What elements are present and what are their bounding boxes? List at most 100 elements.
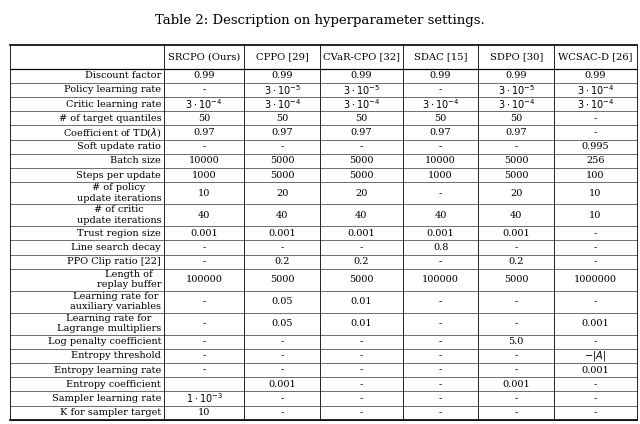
Text: 1000: 1000 xyxy=(428,170,453,180)
Text: 1000: 1000 xyxy=(192,170,216,180)
Text: 5000: 5000 xyxy=(349,170,374,180)
Text: -: - xyxy=(439,380,442,389)
Text: -: - xyxy=(202,142,205,151)
Text: CPPO [29]: CPPO [29] xyxy=(256,52,308,61)
Text: $3 \cdot 10^{-4}$: $3 \cdot 10^{-4}$ xyxy=(264,97,301,111)
Text: -: - xyxy=(202,257,205,266)
Text: -: - xyxy=(594,229,597,238)
Text: -: - xyxy=(439,337,442,346)
Text: $3 \cdot 10^{-4}$: $3 \cdot 10^{-4}$ xyxy=(343,97,380,111)
Text: 0.001: 0.001 xyxy=(582,319,609,328)
Text: 5000: 5000 xyxy=(504,156,529,165)
Text: 10: 10 xyxy=(198,189,211,198)
Text: 0.97: 0.97 xyxy=(271,128,293,137)
Text: Line search decay: Line search decay xyxy=(72,243,161,252)
Text: 0.01: 0.01 xyxy=(351,297,372,306)
Text: 100000: 100000 xyxy=(186,275,223,284)
Text: Soft update ratio: Soft update ratio xyxy=(77,142,161,151)
Text: SDPO [30]: SDPO [30] xyxy=(490,52,543,61)
Text: -: - xyxy=(202,319,205,328)
Text: 20: 20 xyxy=(355,189,367,198)
Text: -: - xyxy=(594,337,597,346)
Text: 5000: 5000 xyxy=(270,156,294,165)
Text: -: - xyxy=(594,257,597,266)
Text: Log penalty coefficient: Log penalty coefficient xyxy=(48,337,161,346)
Text: -: - xyxy=(360,380,363,389)
Text: 10000: 10000 xyxy=(189,156,220,165)
Text: WCSAC-D [26]: WCSAC-D [26] xyxy=(558,52,633,61)
Text: 0.99: 0.99 xyxy=(193,71,215,80)
Text: -: - xyxy=(439,319,442,328)
Text: $3 \cdot 10^{-4}$: $3 \cdot 10^{-4}$ xyxy=(498,97,535,111)
Text: 0.97: 0.97 xyxy=(193,128,215,137)
Text: 5000: 5000 xyxy=(270,170,294,180)
Text: $3 \cdot 10^{-4}$: $3 \cdot 10^{-4}$ xyxy=(422,97,460,111)
Text: Learning rate for
Lagrange multipliers: Learning rate for Lagrange multipliers xyxy=(57,314,161,333)
Text: 0.001: 0.001 xyxy=(190,229,218,238)
Text: -: - xyxy=(594,380,597,389)
Text: 100000: 100000 xyxy=(422,275,459,284)
Text: -: - xyxy=(439,257,442,266)
Text: 0.001: 0.001 xyxy=(427,229,454,238)
Text: Learning rate for
auxiliary variables: Learning rate for auxiliary variables xyxy=(70,292,161,311)
Text: 256: 256 xyxy=(586,156,605,165)
Text: 0.99: 0.99 xyxy=(506,71,527,80)
Text: -: - xyxy=(360,394,363,403)
Text: -: - xyxy=(360,365,363,375)
Text: -: - xyxy=(594,394,597,403)
Text: -: - xyxy=(360,408,363,417)
Text: 10: 10 xyxy=(589,211,602,220)
Text: 0.8: 0.8 xyxy=(433,243,448,252)
Text: -: - xyxy=(594,297,597,306)
Text: Steps per update: Steps per update xyxy=(76,170,161,180)
Text: -: - xyxy=(515,243,518,252)
Text: 0.001: 0.001 xyxy=(502,229,530,238)
Text: -: - xyxy=(439,189,442,198)
Text: 50: 50 xyxy=(435,114,447,123)
Text: -: - xyxy=(515,365,518,375)
Text: 0.001: 0.001 xyxy=(268,380,296,389)
Text: 0.2: 0.2 xyxy=(354,257,369,266)
Text: -: - xyxy=(360,351,363,360)
Text: -: - xyxy=(439,297,442,306)
Text: Entropy learning rate: Entropy learning rate xyxy=(54,365,161,375)
Text: 5000: 5000 xyxy=(504,275,529,284)
Text: -: - xyxy=(515,142,518,151)
Text: 40: 40 xyxy=(510,211,522,220)
Text: -: - xyxy=(439,351,442,360)
Text: 5000: 5000 xyxy=(349,275,374,284)
Text: Critic learning rate: Critic learning rate xyxy=(66,100,161,109)
Text: $-|A|$: $-|A|$ xyxy=(584,349,607,363)
Text: # of policy
update iterations: # of policy update iterations xyxy=(77,184,161,203)
Text: -: - xyxy=(439,142,442,151)
Text: -: - xyxy=(280,408,284,417)
Text: Discount factor: Discount factor xyxy=(85,71,161,80)
Text: -: - xyxy=(515,394,518,403)
Text: 5.0: 5.0 xyxy=(509,337,524,346)
Text: 0.001: 0.001 xyxy=(582,365,609,375)
Text: -: - xyxy=(202,86,205,95)
Text: -: - xyxy=(360,337,363,346)
Text: PPO Clip ratio [22]: PPO Clip ratio [22] xyxy=(67,257,161,266)
Text: CVaR-CPO [32]: CVaR-CPO [32] xyxy=(323,52,400,61)
Text: -: - xyxy=(202,297,205,306)
Text: 5000: 5000 xyxy=(349,156,374,165)
Text: -: - xyxy=(280,142,284,151)
Text: -: - xyxy=(280,337,284,346)
Text: -: - xyxy=(515,351,518,360)
Text: 10: 10 xyxy=(589,189,602,198)
Text: -: - xyxy=(439,408,442,417)
Text: -: - xyxy=(280,365,284,375)
Text: 0.2: 0.2 xyxy=(509,257,524,266)
Text: Table 2: Description on hyperparameter settings.: Table 2: Description on hyperparameter s… xyxy=(155,14,485,27)
Text: 50: 50 xyxy=(510,114,522,123)
Text: Coefficient of TD($\lambda$): Coefficient of TD($\lambda$) xyxy=(63,126,161,139)
Text: 0.05: 0.05 xyxy=(271,319,293,328)
Text: -: - xyxy=(594,408,597,417)
Text: -: - xyxy=(439,365,442,375)
Text: -: - xyxy=(280,394,284,403)
Text: 40: 40 xyxy=(276,211,289,220)
Text: 50: 50 xyxy=(355,114,367,123)
Text: SDAC [15]: SDAC [15] xyxy=(414,52,467,61)
Text: 40: 40 xyxy=(355,211,367,220)
